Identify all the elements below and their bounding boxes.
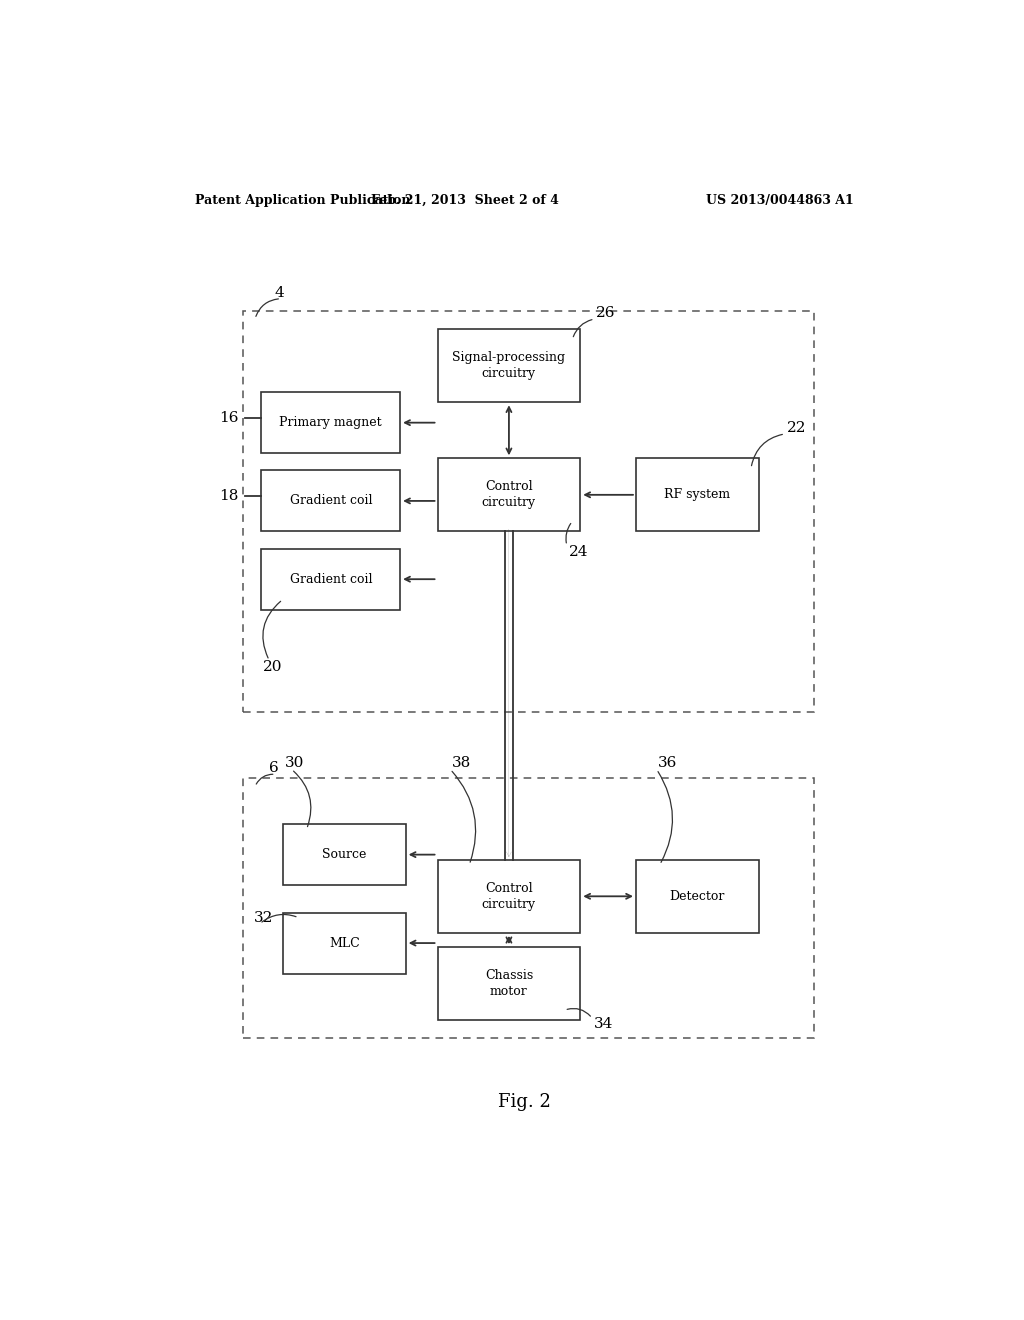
Bar xyxy=(636,458,759,532)
Bar xyxy=(243,779,814,1038)
Text: Primary magnet: Primary magnet xyxy=(280,416,382,429)
Text: 24: 24 xyxy=(568,545,588,558)
Bar xyxy=(283,824,406,886)
Text: 6: 6 xyxy=(269,762,279,775)
Text: 18: 18 xyxy=(219,488,239,503)
Bar xyxy=(437,859,581,933)
Text: RF system: RF system xyxy=(665,488,730,502)
Text: 34: 34 xyxy=(594,1018,613,1031)
Bar xyxy=(636,859,759,933)
Text: US 2013/0044863 A1: US 2013/0044863 A1 xyxy=(707,194,854,207)
Bar xyxy=(261,549,400,610)
Bar xyxy=(283,912,406,974)
Bar xyxy=(261,392,400,453)
Text: 30: 30 xyxy=(285,756,304,770)
Text: 16: 16 xyxy=(219,411,239,425)
Bar xyxy=(437,458,581,532)
Bar xyxy=(437,948,581,1020)
Text: Control
circuitry: Control circuitry xyxy=(482,882,536,911)
Text: Gradient coil: Gradient coil xyxy=(290,573,372,586)
Text: 20: 20 xyxy=(263,660,283,673)
Text: 32: 32 xyxy=(253,911,272,924)
Text: Fig. 2: Fig. 2 xyxy=(499,1093,551,1110)
Text: Detector: Detector xyxy=(670,890,725,903)
Bar xyxy=(243,312,814,713)
Text: 26: 26 xyxy=(596,306,615,319)
Text: Chassis
motor: Chassis motor xyxy=(484,969,534,998)
Bar xyxy=(261,470,400,532)
Text: 38: 38 xyxy=(452,756,471,770)
Text: Gradient coil: Gradient coil xyxy=(290,495,372,507)
Text: Control
circuitry: Control circuitry xyxy=(482,480,536,510)
Text: Source: Source xyxy=(323,849,367,861)
Text: Patent Application Publication: Patent Application Publication xyxy=(196,194,411,207)
Text: Feb. 21, 2013  Sheet 2 of 4: Feb. 21, 2013 Sheet 2 of 4 xyxy=(372,194,559,207)
Text: MLC: MLC xyxy=(329,937,359,949)
Text: Signal-processing
circuitry: Signal-processing circuitry xyxy=(453,351,565,380)
Text: 22: 22 xyxy=(786,421,806,434)
Text: 4: 4 xyxy=(274,285,285,300)
Text: 36: 36 xyxy=(658,756,678,770)
Bar xyxy=(437,329,581,403)
